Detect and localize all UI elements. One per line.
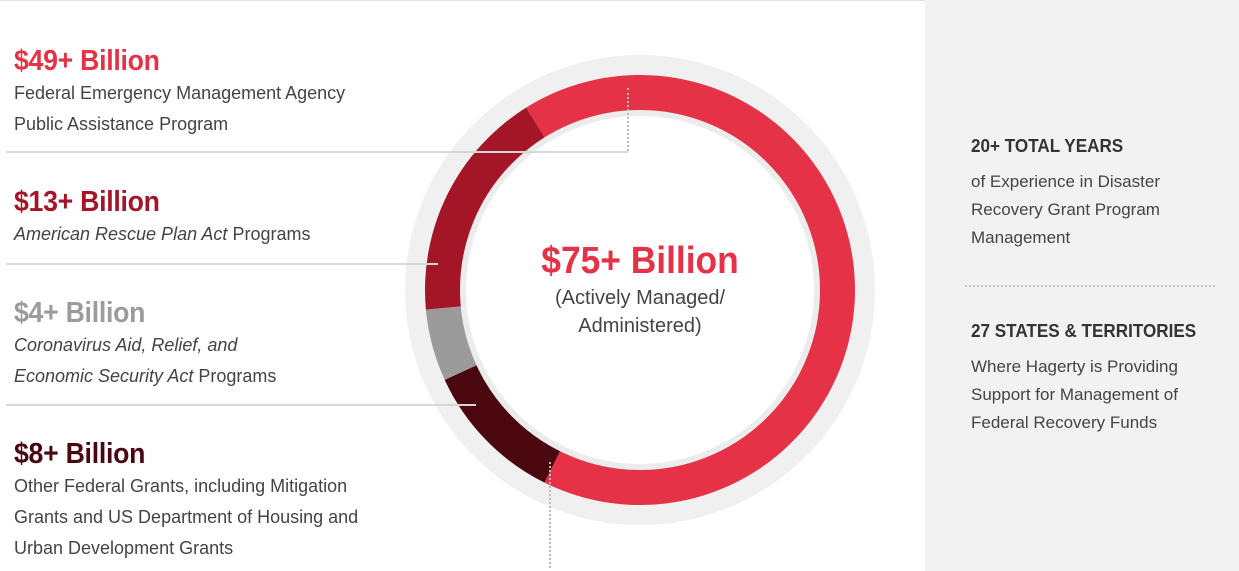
leader-line-other-vertical — [549, 462, 551, 568]
slice-cares — [425, 306, 480, 380]
text-line: Federal Recovery Funds — [971, 413, 1158, 432]
text-line: of Experience in Disaster — [971, 172, 1160, 191]
leader-line-cares — [6, 404, 476, 406]
stat-states: 27 STATES & TERRITORIES Where Hagerty is… — [971, 319, 1221, 437]
leader-line-fema-vertical — [627, 88, 629, 151]
category-other: $8+ Billion Other Federal Grants, includ… — [14, 437, 358, 564]
description-text: Programs — [193, 366, 277, 386]
description-text: Grants and US Department of Housing and — [14, 507, 359, 527]
description-text: American Rescue Plan Act — [14, 224, 228, 244]
text-line: Support for Management of — [971, 385, 1178, 404]
category-description: Coronavirus Aid, Relief, and Economic Sec… — [14, 330, 276, 392]
category-description: Other Federal Grants, including Mitigati… — [14, 471, 358, 564]
description-line: Federal Emergency Management Agency — [14, 78, 345, 109]
description-line: Grants and US Department of Housing and — [14, 502, 358, 533]
description-text: Public Assistance Program — [14, 114, 229, 134]
description-line: Urban Development Grants — [14, 533, 358, 564]
description-text: Coronavirus Aid, Relief, and — [14, 335, 238, 355]
description-text: Other Federal Grants, including Mitigati… — [14, 476, 348, 496]
text-line: (Actively Managed/ — [554, 287, 726, 309]
leader-line-arpa — [6, 263, 438, 265]
leader-line-fema — [6, 151, 628, 153]
total-amount: $75+ Billion — [541, 240, 739, 282]
description-line: Other Federal Grants, including Mitigati… — [14, 471, 358, 502]
category-cares: $4+ Billion Coronavirus Aid, Relief, and… — [14, 296, 276, 392]
total-subtitle: (Actively Managed/Administered) — [520, 284, 760, 340]
description-text: Programs — [227, 224, 311, 244]
category-amount: $13+ Billion — [14, 186, 160, 218]
description-line: Economic Security Act Programs — [14, 361, 276, 392]
description-text: Federal Emergency Management Agency — [14, 83, 346, 103]
donut-center-label: $75+ Billion (Actively Managed/Administe… — [520, 238, 760, 340]
category-amount: $49+ Billion — [14, 45, 160, 77]
stat-divider — [965, 285, 1215, 287]
category-amount: $8+ Billion — [14, 438, 146, 470]
stat-text: of Experience in Disaster Recovery Grant … — [971, 168, 1221, 252]
description-text: Economic Security Act — [14, 366, 194, 386]
stat-text: Where Hagerty is Providing Support for Ma… — [971, 353, 1221, 437]
description-text: Urban Development Grants — [14, 538, 234, 558]
category-description: Federal Emergency Management Agency Publi… — [14, 78, 345, 140]
stat-heading: 20+ TOTAL YEARS — [971, 136, 1124, 156]
category-description: American Rescue Plan Act Programs — [14, 219, 310, 250]
category-arpa: $13+ Billion American Rescue Plan Act Pr… — [14, 185, 310, 250]
description-line: Coronavirus Aid, Relief, and — [14, 330, 276, 361]
text-line: Administered) — [578, 315, 702, 337]
category-amount: $4+ Billion — [14, 297, 146, 329]
description-line: Public Assistance Program — [14, 109, 345, 140]
top-rule — [0, 0, 925, 1]
description-line: American Rescue Plan Act Programs — [14, 219, 310, 250]
text-line: Recovery Grant Program — [971, 200, 1160, 219]
stat-years: 20+ TOTAL YEARS of Experience in Disaste… — [971, 134, 1221, 252]
slice-other — [444, 363, 562, 483]
category-fema: $49+ Billion Federal Emergency Managemen… — [14, 44, 345, 140]
stat-heading: 27 STATES & TERRITORIES — [971, 321, 1197, 341]
text-line: Management — [971, 228, 1071, 247]
text-line: Where Hagerty is Providing — [971, 357, 1178, 376]
